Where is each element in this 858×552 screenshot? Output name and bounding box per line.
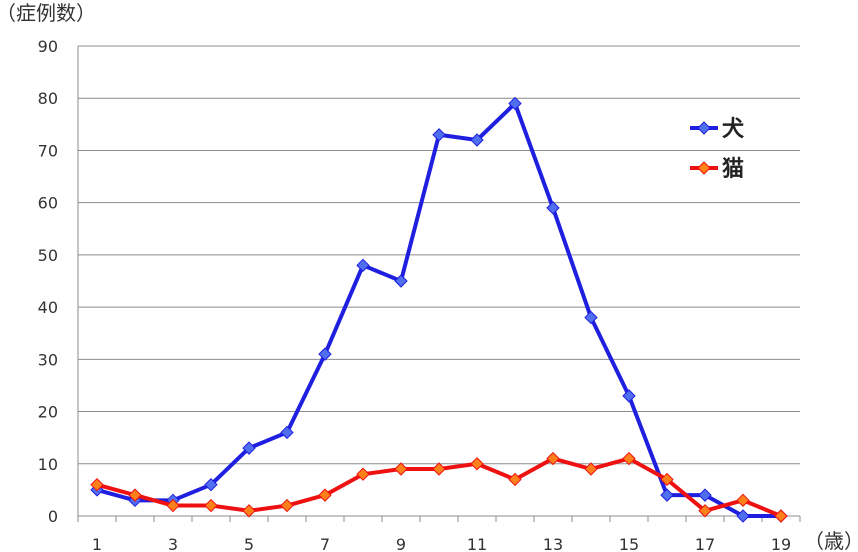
x-tick-label: 3 <box>168 535 178 552</box>
data-point <box>166 498 180 513</box>
legend-item-1: 猫 <box>690 157 744 182</box>
data-point <box>660 488 674 502</box>
x-axis-title: （歳） <box>804 529 858 552</box>
data-point <box>698 488 712 502</box>
legend-swatch-marker <box>697 161 711 175</box>
series-1 <box>90 451 788 523</box>
data-point <box>546 201 560 215</box>
data-point <box>204 498 218 513</box>
legend-swatch-marker <box>697 121 711 135</box>
y-tick-label: 80 <box>38 89 58 108</box>
data-point <box>356 258 370 273</box>
series-0 <box>90 96 788 523</box>
data-point <box>318 488 332 502</box>
x-tick-label: 15 <box>619 535 639 552</box>
data-point <box>432 128 446 142</box>
x-tick-label: 7 <box>320 535 330 552</box>
y-tick-label: 30 <box>38 350 58 369</box>
data-point <box>774 509 788 523</box>
data-point <box>584 310 598 325</box>
y-tick-label: 60 <box>38 194 58 213</box>
data-point <box>622 451 636 466</box>
gridlines <box>78 45 800 465</box>
y-tick-label: 40 <box>38 298 58 317</box>
data-point <box>128 488 142 502</box>
data-point <box>660 472 674 487</box>
data-point <box>242 441 256 455</box>
data-point <box>90 477 104 492</box>
series-lines <box>90 96 788 523</box>
legend-label: 猫 <box>722 157 744 182</box>
data-point <box>470 457 484 471</box>
y-tick-label: 0 <box>48 507 58 526</box>
x-tick-label: 19 <box>771 535 791 552</box>
y-tick-label: 20 <box>38 403 58 422</box>
data-point <box>508 96 522 111</box>
data-point <box>394 462 408 476</box>
data-point <box>698 504 712 518</box>
data-point <box>622 389 636 403</box>
data-point <box>584 462 598 476</box>
x-tick-label: 11 <box>467 535 487 552</box>
y-axis-title: （症例数） <box>0 1 96 25</box>
x-tick-label: 17 <box>695 535 715 552</box>
legend: 犬猫 <box>690 117 745 182</box>
data-point <box>736 509 750 523</box>
y-tick-label: 10 <box>38 455 58 474</box>
data-point <box>432 462 446 476</box>
data-point <box>356 467 370 481</box>
legend-label: 犬 <box>722 117 745 142</box>
data-point <box>318 347 332 361</box>
data-point <box>242 504 256 518</box>
x-tick-label: 1 <box>92 535 102 552</box>
y-tick-label: 90 <box>38 37 58 56</box>
x-tick-label: 5 <box>244 535 254 552</box>
data-point <box>280 425 294 440</box>
legend-item-0: 犬 <box>690 117 745 142</box>
data-point <box>204 477 218 492</box>
x-tick-label: 13 <box>543 535 563 552</box>
data-point <box>280 498 294 513</box>
data-point <box>470 133 484 147</box>
x-tick-label: 9 <box>396 535 406 552</box>
y-axis-tick-labels: 0 10 20 30 40 50 60 70 80 90 <box>38 37 58 526</box>
data-point <box>394 274 408 288</box>
y-tick-label: 70 <box>38 141 58 160</box>
axes <box>77 46 801 522</box>
data-point <box>546 451 560 466</box>
x-axis-tick-labels: 1 3 5 7 9 11 13 15 17 19 <box>92 535 791 552</box>
data-point <box>736 493 750 508</box>
y-tick-label: 50 <box>38 246 58 265</box>
data-point <box>508 472 522 487</box>
series-line <box>96 101 781 518</box>
